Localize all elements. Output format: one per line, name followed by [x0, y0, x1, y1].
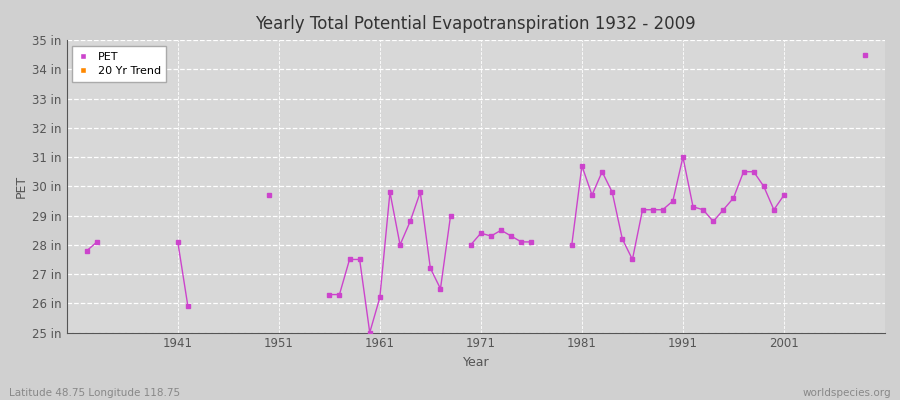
Text: worldspecies.org: worldspecies.org [803, 388, 891, 398]
Text: Latitude 48.75 Longitude 118.75: Latitude 48.75 Longitude 118.75 [9, 388, 180, 398]
Legend: PET, 20 Yr Trend: PET, 20 Yr Trend [72, 46, 166, 82]
Y-axis label: PET: PET [15, 175, 28, 198]
X-axis label: Year: Year [463, 356, 489, 369]
Title: Yearly Total Potential Evapotranspiration 1932 - 2009: Yearly Total Potential Evapotranspiratio… [256, 15, 696, 33]
